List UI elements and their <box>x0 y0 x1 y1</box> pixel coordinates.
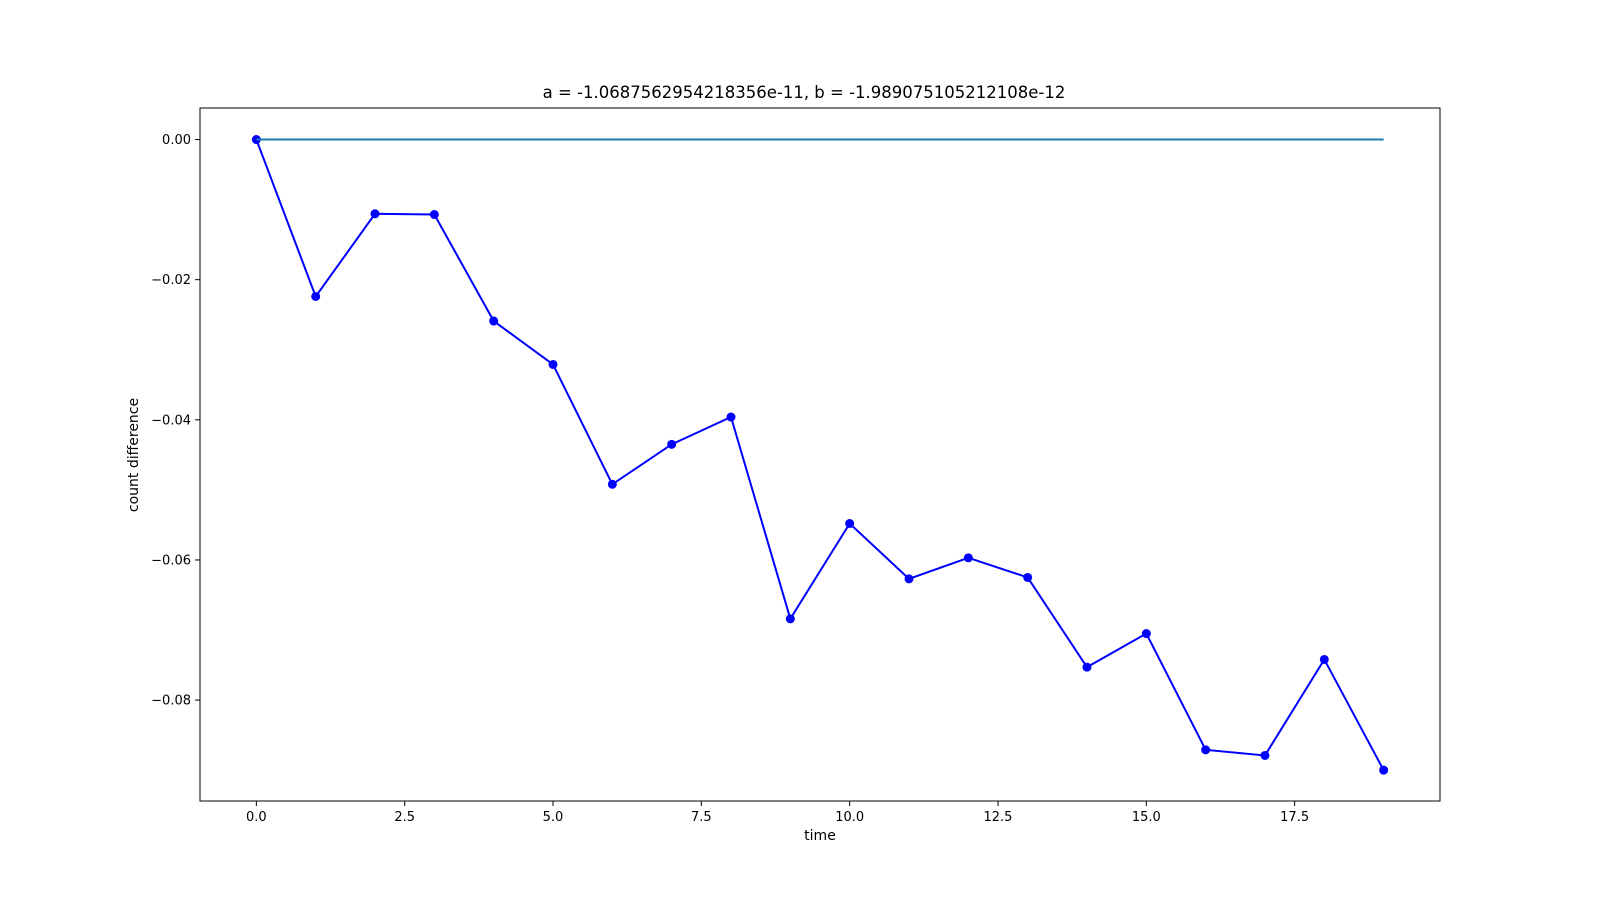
x-tick-label: 17.5 <box>1280 810 1309 825</box>
data-point <box>904 574 914 584</box>
x-tick-label: 15.0 <box>1132 810 1161 825</box>
data-point <box>667 439 677 449</box>
x-axis: 0.0 2.5 5.0 7.5 10.0 12.5 15.0 17.5 <box>246 801 1309 825</box>
plot-area <box>251 135 1389 775</box>
data-point <box>1082 662 1092 672</box>
x-tick-label: 10.0 <box>835 810 864 825</box>
data-point <box>1141 629 1151 639</box>
y-axis-label: count difference <box>126 398 142 512</box>
y-tick-label: −0.02 <box>151 273 191 288</box>
y-tick-label: −0.06 <box>151 553 191 568</box>
data-point <box>1201 745 1211 755</box>
data-point <box>785 614 795 624</box>
y-tick-label: −0.04 <box>151 413 191 428</box>
x-tick-label: 12.5 <box>984 810 1013 825</box>
data-point <box>607 479 617 489</box>
x-axis-label: time <box>804 828 836 844</box>
data-point <box>429 210 439 220</box>
data-point <box>1023 572 1033 582</box>
chart-title: a = -1.0687562954218356e-11, b = -1.9890… <box>543 83 1066 102</box>
x-tick-label: 0.0 <box>246 810 267 825</box>
series-line-1 <box>255 139 1385 771</box>
x-tick-label: 2.5 <box>394 810 415 825</box>
data-point <box>1319 654 1329 664</box>
data-point <box>311 291 321 301</box>
y-axis: 0.00 −0.02 −0.04 −0.06 −0.08 <box>151 133 200 709</box>
y-tick-label: −0.08 <box>151 694 191 709</box>
x-tick-label: 7.5 <box>691 810 712 825</box>
x-tick-label: 5.0 <box>543 810 564 825</box>
data-point <box>1260 750 1270 760</box>
axes-frame <box>199 107 1441 802</box>
data-point <box>726 412 736 422</box>
data-point <box>548 359 558 369</box>
y-tick-label: 0.00 <box>162 133 191 148</box>
data-point <box>370 209 380 219</box>
data-point <box>489 316 499 326</box>
data-point <box>845 519 855 529</box>
data-point <box>963 553 973 563</box>
data-point <box>1379 765 1389 775</box>
